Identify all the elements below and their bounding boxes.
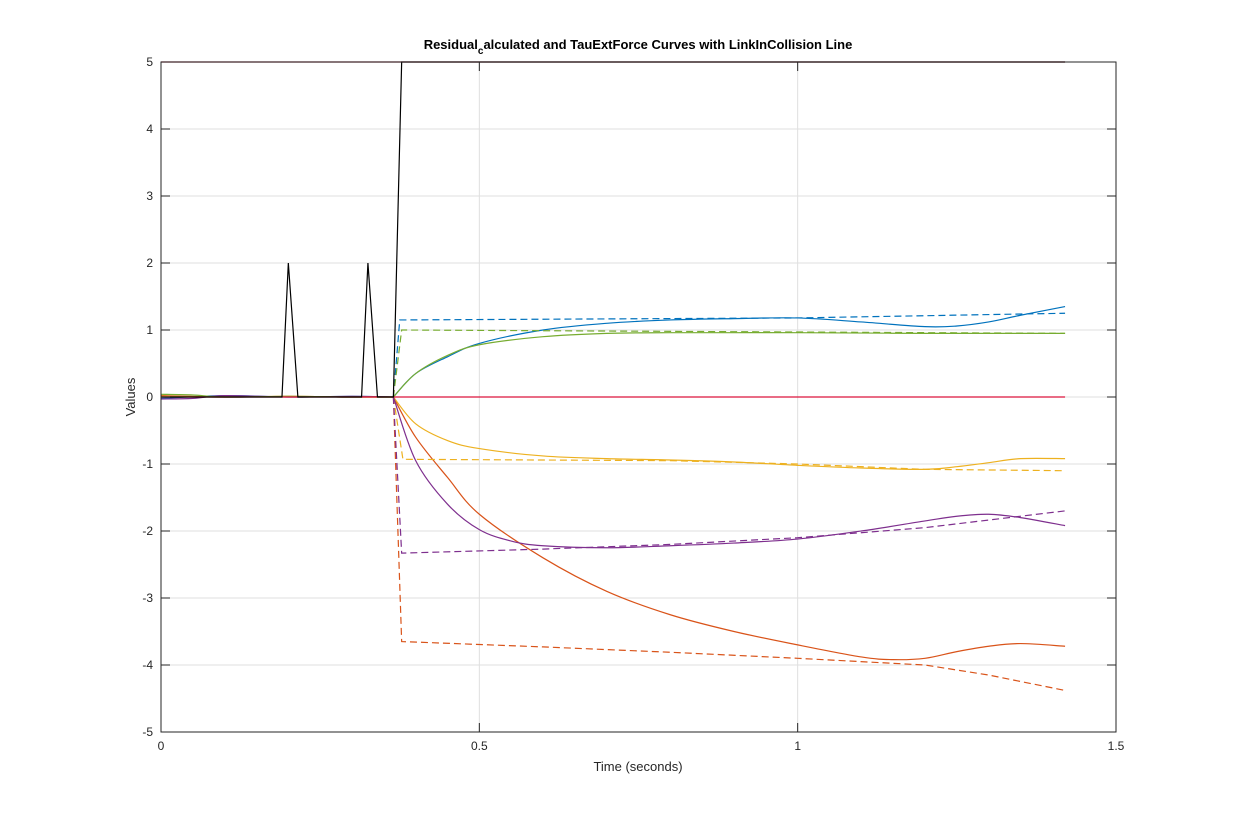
y-tick-label: -4 xyxy=(142,658,153,672)
y-tick-label: 2 xyxy=(146,256,153,270)
chart-title-rest: alculated and TauExtForce Curves with Li… xyxy=(483,37,852,52)
chart-title-subscript: c xyxy=(478,46,484,57)
x-axis-label: Time (seconds) xyxy=(593,759,682,774)
y-axis-label: Values xyxy=(123,377,138,416)
x-tick-label: 1.5 xyxy=(1108,739,1125,753)
y-tick-label: 0 xyxy=(146,390,153,404)
y-tick-label: -5 xyxy=(142,725,153,739)
y-tick-label: 5 xyxy=(146,55,153,69)
series-line-dashed-1 xyxy=(392,312,1066,398)
x-tick-label: 1 xyxy=(794,739,801,753)
series-line-dashed-7 xyxy=(392,396,1066,554)
y-tick-label: -3 xyxy=(142,591,153,605)
y-tick-label: -1 xyxy=(142,457,153,471)
chart-title: Residualcalculated and TauExtForce Curve… xyxy=(424,37,853,57)
y-tick-label: 1 xyxy=(146,323,153,337)
x-tick-label: 0 xyxy=(158,739,165,753)
chart-title-main: Residual xyxy=(424,37,478,52)
ticks: 0 0.5 1 1.5 -5 -4 -3 -2 -1 0 1 2 3 4 5 xyxy=(142,55,1124,753)
x-tick-label: 0.5 xyxy=(471,739,488,753)
y-tick-label: 3 xyxy=(146,189,153,203)
series-line-dashed-5 xyxy=(392,396,1066,472)
series-line-dashed-3 xyxy=(392,396,1066,692)
y-tick-label: -2 xyxy=(142,524,153,538)
y-tick-label: 4 xyxy=(146,122,153,136)
series-line-solid-12 xyxy=(161,61,1066,398)
series-line-dashed-9 xyxy=(392,329,1066,398)
